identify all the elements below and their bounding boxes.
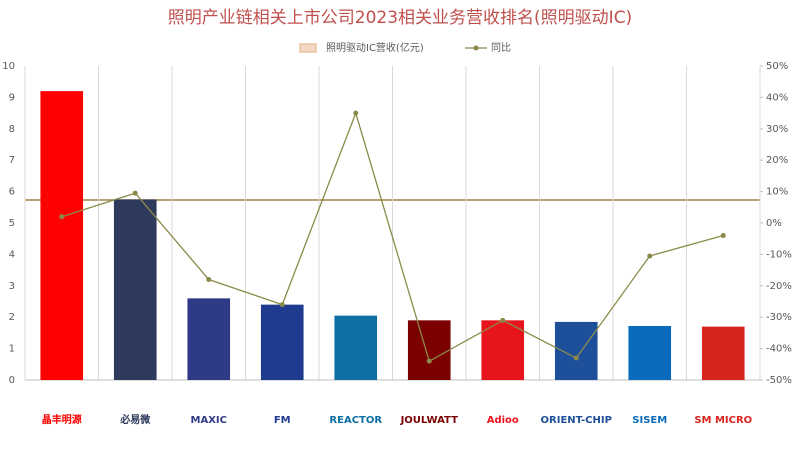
- y-tick-label: 9: [9, 92, 15, 103]
- x-tick-label: ORIENT-CHIP: [541, 415, 612, 426]
- bar: [40, 91, 84, 381]
- legend-label: 同比: [491, 42, 511, 54]
- legend-swatch: [299, 43, 317, 53]
- bar: [187, 298, 231, 380]
- bar: [260, 304, 304, 380]
- y2-tick-label: -40%: [766, 344, 792, 355]
- x-tick-label: 晶丰明源: [42, 413, 82, 426]
- y-tick-label: 4: [9, 249, 15, 260]
- point: [426, 358, 432, 364]
- x-tick-label: SM MICRO: [694, 415, 752, 426]
- point: [132, 190, 138, 196]
- x-tick-label: MAXIC: [191, 415, 227, 426]
- point: [720, 233, 726, 239]
- x-tick-label: Adioo: [487, 415, 519, 426]
- y-tick-label: 2: [9, 312, 15, 323]
- point: [59, 214, 65, 220]
- y-tick-label: 3: [9, 281, 15, 292]
- bar: [334, 315, 378, 380]
- x-tick-label: FM: [274, 415, 291, 426]
- point: [647, 253, 653, 259]
- y2-tick-label: 10%: [766, 187, 788, 198]
- point: [500, 317, 506, 323]
- y2-tick-label: 20%: [766, 155, 788, 166]
- bar: [628, 325, 672, 380]
- y2-tick-label: 0%: [766, 218, 782, 229]
- x-tick-label: 必易微: [119, 413, 151, 426]
- y2-tick-label: -10%: [766, 249, 792, 260]
- y2-tick-label: 30%: [766, 124, 788, 135]
- y2-tick-label: 40%: [766, 92, 788, 103]
- x-tick-label: REACTOR: [329, 415, 382, 426]
- y2-tick-label: -50%: [766, 375, 792, 386]
- point: [353, 110, 359, 116]
- y-tick-label: 5: [9, 218, 15, 229]
- y2-tick-label: -20%: [766, 281, 792, 292]
- point: [279, 302, 285, 308]
- y2-tick-label: 50%: [766, 61, 788, 72]
- y-tick-label: 0: [9, 375, 15, 386]
- point: [206, 277, 212, 283]
- y-tick-label: 8: [9, 124, 15, 135]
- y2-tick-label: -30%: [766, 312, 792, 323]
- y-tick-label: 7: [9, 155, 15, 166]
- x-tick-label: JOULWATT: [400, 415, 459, 426]
- point: [573, 355, 579, 361]
- bar: [407, 320, 451, 380]
- line: [61, 111, 724, 363]
- legend-swatch: [473, 45, 479, 51]
- bar: [701, 326, 745, 380]
- y-tick-label: 10: [2, 61, 15, 72]
- bar: [113, 199, 157, 380]
- bar: [481, 320, 525, 380]
- chart-title: 照明产业链相关上市公司2023相关业务营收排名(照明驱动IC): [168, 8, 632, 28]
- legend-label: 照明驱动IC营收(亿元): [326, 41, 424, 54]
- y-tick-label: 6: [9, 187, 15, 198]
- y-tick-label: 1: [9, 344, 15, 355]
- x-tick-label: SISEM: [632, 415, 667, 426]
